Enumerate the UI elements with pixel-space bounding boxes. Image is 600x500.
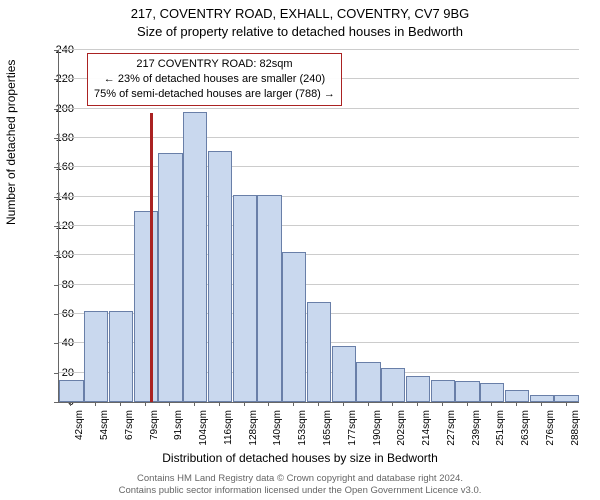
histogram-bar [84,311,108,402]
annotation-line: 217 COVENTRY ROAD: 82sqm [94,57,335,72]
chart-container: 217, COVENTRY ROAD, EXHALL, COVENTRY, CV… [0,0,600,500]
x-tick-label: 54sqm [99,410,110,454]
histogram-bar [158,153,182,402]
footer-line2: Contains public sector information licen… [0,485,600,497]
histogram-bar [505,390,529,402]
x-tick-label: 67sqm [124,410,135,454]
histogram-bar [554,395,578,402]
x-tick-mark [516,402,517,406]
histogram-bar [480,383,504,402]
x-tick-mark [293,402,294,406]
histogram-bar [208,151,232,402]
chart-title-line1: 217, COVENTRY ROAD, EXHALL, COVENTRY, CV… [0,6,600,21]
x-tick-mark [442,402,443,406]
histogram-bar [59,380,83,402]
x-tick-mark [244,402,245,406]
histogram-bar [183,112,207,402]
x-tick-mark [318,402,319,406]
x-tick-label: 165sqm [322,410,333,454]
x-tick-label: 239sqm [471,410,482,454]
histogram-bar [530,395,554,402]
histogram-bar [455,381,479,402]
x-tick-mark [541,402,542,406]
x-tick-label: 288sqm [570,410,581,454]
x-tick-mark [343,402,344,406]
histogram-bar [109,311,133,402]
histogram-bar [307,302,331,402]
x-tick-mark [392,402,393,406]
footer-line1: Contains HM Land Registry data © Crown c… [0,473,600,485]
x-tick-label: 91sqm [173,410,184,454]
x-tick-label: 177sqm [347,410,358,454]
histogram-bar [233,195,257,402]
x-tick-label: 140sqm [272,410,283,454]
histogram-bar [332,346,356,402]
histogram-bar [381,368,405,402]
x-tick-mark [145,402,146,406]
x-tick-label: 202sqm [396,410,407,454]
chart-title-line2: Size of property relative to detached ho… [0,24,600,39]
x-tick-label: 251sqm [495,410,506,454]
x-tick-mark [368,402,369,406]
histogram-bar [134,211,158,402]
annotation-line: 75% of semi-detached houses are larger (… [94,87,335,102]
gridline [59,108,579,109]
x-tick-label: 153sqm [297,410,308,454]
x-tick-label: 79sqm [149,410,160,454]
x-tick-mark [467,402,468,406]
x-tick-label: 116sqm [223,410,234,454]
histogram-bar [257,195,281,402]
x-tick-label: 263sqm [520,410,531,454]
x-tick-label: 104sqm [198,410,209,454]
x-tick-mark [268,402,269,406]
x-tick-mark [194,402,195,406]
x-tick-mark [566,402,567,406]
gridline [59,196,579,197]
histogram-bar [406,376,430,402]
histogram-bar [356,362,380,402]
x-tick-label: 190sqm [372,410,383,454]
annotation-box: 217 COVENTRY ROAD: 82sqm← 23% of detache… [87,53,342,106]
x-tick-label: 227sqm [446,410,457,454]
x-tick-label: 128sqm [248,410,259,454]
gridline [59,137,579,138]
plot-area: 217 COVENTRY ROAD: 82sqm← 23% of detache… [58,50,579,403]
gridline [59,166,579,167]
x-tick-mark [70,402,71,406]
x-tick-label: 276sqm [545,410,556,454]
annotation-line: ← 23% of detached houses are smaller (24… [94,72,335,87]
footer-attribution: Contains HM Land Registry data © Crown c… [0,473,600,497]
x-tick-mark [120,402,121,406]
x-tick-label: 214sqm [421,410,432,454]
y-axis-label: Number of detached properties [4,60,18,225]
gridline [59,49,579,50]
x-axis-label: Distribution of detached houses by size … [0,451,600,465]
x-tick-label: 42sqm [74,410,85,454]
x-tick-mark [219,402,220,406]
histogram-bar [282,252,306,402]
x-tick-mark [417,402,418,406]
reference-marker [150,113,153,402]
histogram-bar [431,380,455,402]
x-tick-mark [95,402,96,406]
x-tick-mark [169,402,170,406]
x-tick-mark [491,402,492,406]
